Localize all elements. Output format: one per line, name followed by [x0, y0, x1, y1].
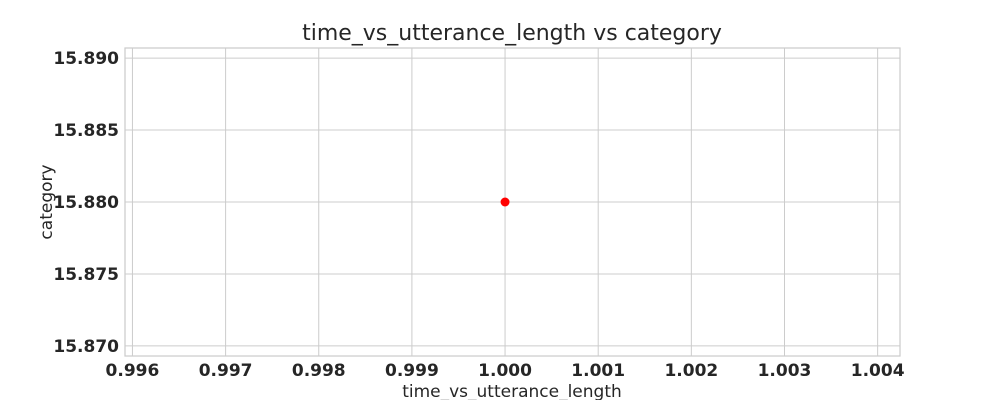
- y-axis-label: category: [37, 164, 57, 239]
- data-points: [500, 197, 510, 207]
- x-tick-label: 1.002: [664, 361, 718, 381]
- grid-lines: [125, 48, 900, 356]
- x-tick-label: 1.001: [571, 361, 625, 381]
- plot-area-frame: [124, 47, 901, 357]
- x-axis-label: time_vs_utterance_length: [402, 382, 622, 400]
- x-tick-label: 1.003: [758, 361, 812, 381]
- y-tick-label: 15.880: [53, 193, 119, 213]
- data-point: [500, 197, 510, 207]
- y-tick-label: 15.885: [53, 121, 119, 141]
- x-tick-label: 0.998: [292, 361, 346, 381]
- y-tick-label: 15.875: [53, 265, 119, 285]
- tick-labels: 0.996 0.997 0.998 0.999 1.000 1.001 1.002 1.003…: [53, 49, 904, 381]
- x-tick-label: 1.000: [478, 361, 532, 381]
- x-tick-label: 0.999: [385, 361, 439, 381]
- x-tick-label: 0.997: [199, 361, 253, 381]
- y-tick-label: 15.870: [53, 337, 119, 357]
- chart-title: time_vs_utterance_length vs category: [302, 21, 722, 46]
- x-tick-label: 0.996: [106, 361, 160, 381]
- x-tick-label: 1.004: [851, 361, 905, 381]
- y-tick-label: 15.890: [53, 49, 119, 69]
